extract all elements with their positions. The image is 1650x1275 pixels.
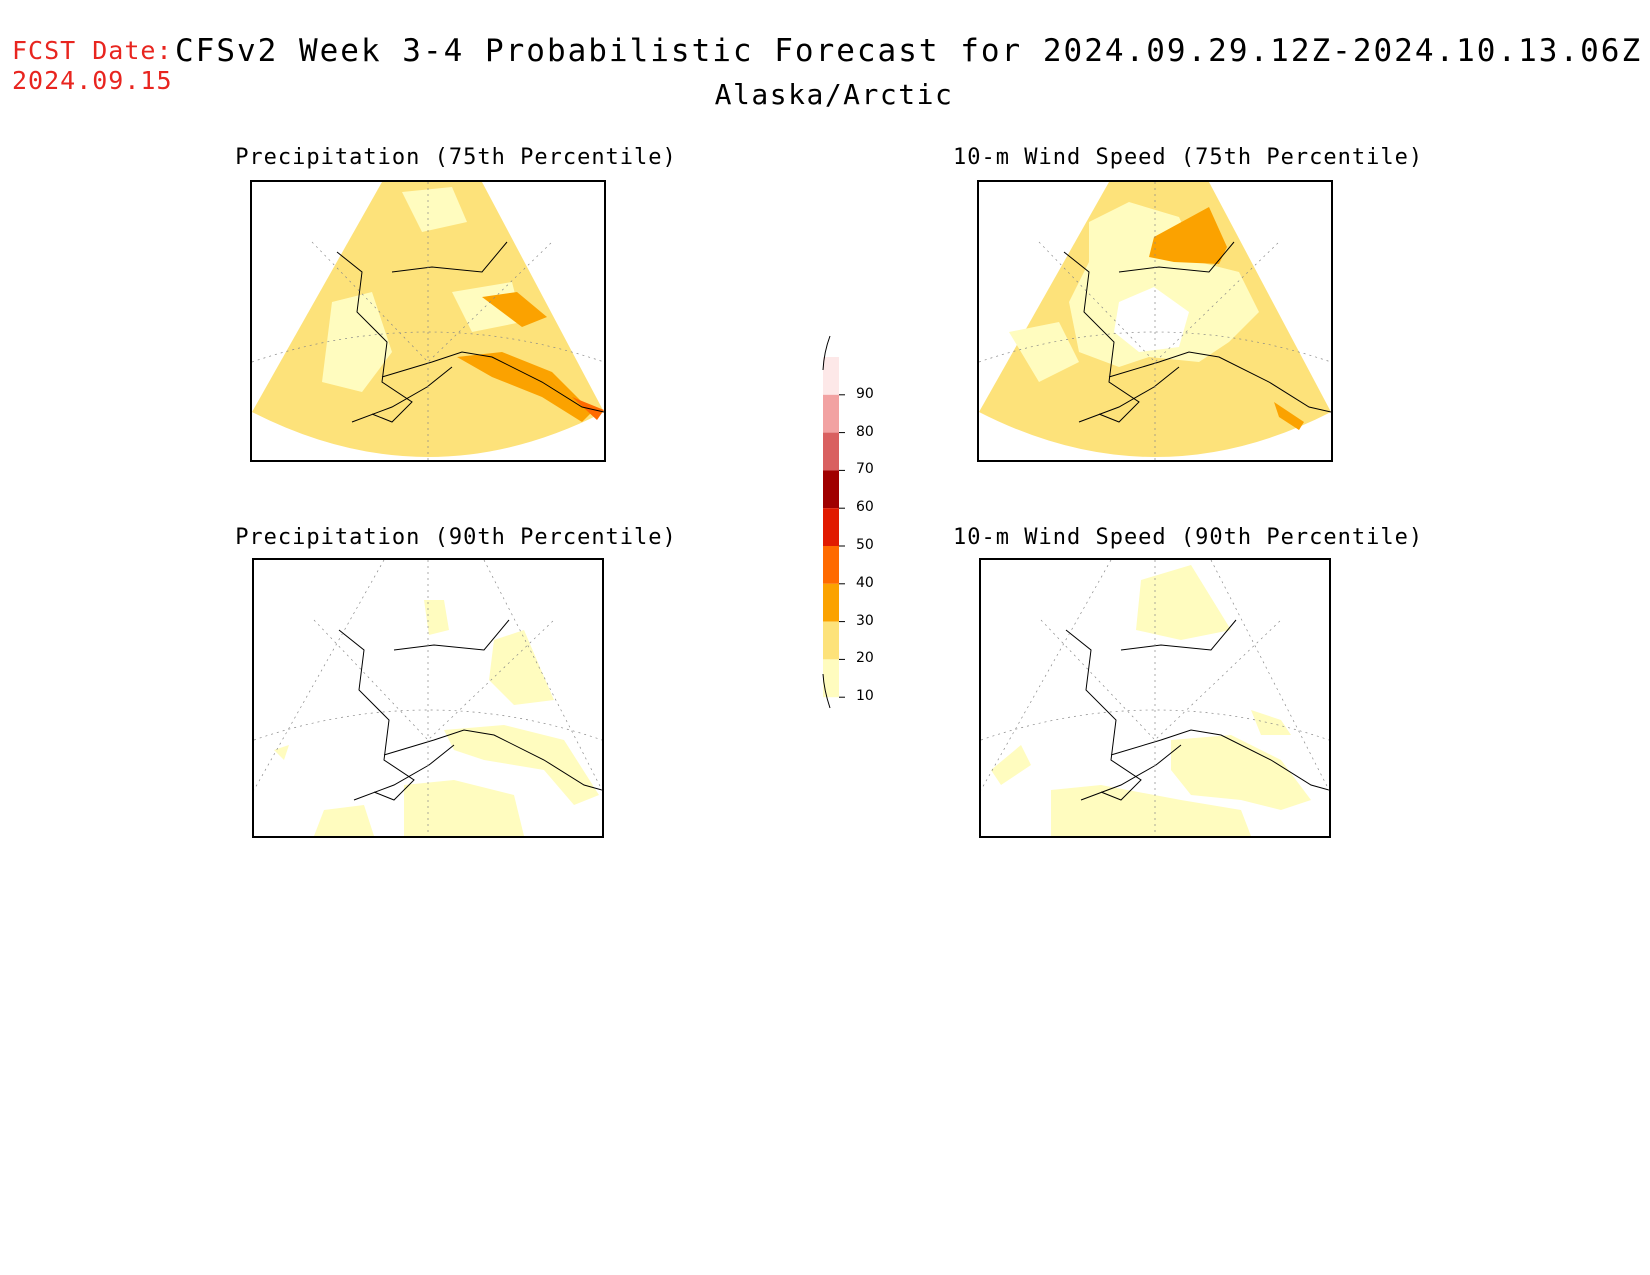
graticule bbox=[254, 560, 602, 836]
contour-area-level-30 bbox=[457, 352, 592, 422]
coastline bbox=[336, 241, 604, 423]
contour-area-level-10 bbox=[424, 600, 449, 635]
contour-area-level-10 bbox=[322, 292, 392, 392]
contour-area-white bbox=[1114, 287, 1189, 352]
colorbar-label-30: 30 bbox=[856, 612, 874, 629]
domain-wedge bbox=[252, 182, 604, 457]
colorbar-cap-top bbox=[822, 335, 831, 371]
contour-area-level-30 bbox=[1274, 402, 1304, 430]
contour-area-level-10 bbox=[1136, 565, 1231, 640]
coastline bbox=[1063, 241, 1331, 423]
panel-title-wind90: 10-m Wind Speed (90th Percentile) bbox=[953, 525, 1424, 550]
map-wind75 bbox=[979, 182, 1331, 460]
contour-area-level-10 bbox=[314, 805, 374, 836]
colorbar-box-30 bbox=[823, 583, 839, 622]
contour-area-level-10 bbox=[1171, 735, 1311, 810]
colorbar-label-60: 60 bbox=[856, 499, 874, 516]
contour-area-level-10 bbox=[1251, 710, 1291, 735]
graticule bbox=[979, 182, 1331, 460]
colorbar-box-80 bbox=[823, 394, 839, 433]
coastline bbox=[1065, 619, 1329, 801]
contour-area-level-30 bbox=[1149, 207, 1227, 264]
map-panel-precip75 bbox=[250, 180, 606, 462]
colorbar-box-40 bbox=[823, 546, 839, 584]
contour-area-level-10 bbox=[402, 187, 467, 232]
colorbar-label-50: 50 bbox=[856, 537, 874, 553]
contour-area-level-10 bbox=[1009, 322, 1079, 382]
contour-area-level-30 bbox=[482, 292, 547, 327]
graticule bbox=[981, 560, 1329, 836]
forecast-date-label: FCST Date: bbox=[12, 36, 173, 65]
colorbar-label-10: 10 bbox=[856, 688, 874, 705]
colorbar-cap-bottom bbox=[822, 673, 831, 709]
contour-area-level-10 bbox=[1051, 785, 1251, 836]
map-panel-precip90 bbox=[252, 558, 604, 838]
panel-title-precip90: Precipitation (90th Percentile) bbox=[235, 525, 677, 550]
colorbar-box-70 bbox=[823, 432, 839, 471]
colorbar-box-20 bbox=[823, 621, 839, 660]
contour-area-level-10 bbox=[991, 745, 1031, 785]
forecast-date-block: FCST Date: 2024.09.15 bbox=[12, 36, 173, 96]
main-title: CFSv2 Week 3-4 Probabilistic Forecast fo… bbox=[175, 33, 1643, 69]
contour-area-level-10 bbox=[404, 780, 524, 836]
map-precip90 bbox=[254, 560, 602, 836]
forecast-date-value: 2024.09.15 bbox=[12, 66, 173, 95]
contour-area-level-10 bbox=[489, 630, 554, 705]
colorbar-box-10 bbox=[823, 659, 839, 698]
colorbar-label-40: 40 bbox=[856, 574, 874, 591]
colorbar-label-70: 70 bbox=[856, 461, 874, 478]
contour-area-level-10 bbox=[444, 725, 599, 805]
colorbar-box-50 bbox=[823, 508, 839, 546]
panel-title-wind75: 10-m Wind Speed (75th Percentile) bbox=[953, 145, 1424, 170]
panel-title-precip75: Precipitation (75th Percentile) bbox=[235, 145, 677, 170]
coastline bbox=[338, 619, 602, 801]
contour-area-level-10 bbox=[274, 745, 289, 760]
map-wind90 bbox=[981, 560, 1329, 836]
colorbar-box-60 bbox=[823, 470, 839, 509]
map-panel-wind75 bbox=[977, 180, 1333, 462]
colorbar bbox=[822, 335, 845, 709]
graticule bbox=[252, 182, 604, 460]
colorbar-label-80: 80 bbox=[856, 423, 874, 440]
colorbar-label-90: 90 bbox=[856, 385, 874, 402]
map-precip75 bbox=[252, 182, 604, 460]
colorbar-label-20: 20 bbox=[856, 650, 874, 667]
region-subtitle: Alaska/Arctic bbox=[714, 78, 954, 111]
map-panel-wind90 bbox=[979, 558, 1331, 838]
colorbar-box-90 bbox=[823, 357, 839, 395]
